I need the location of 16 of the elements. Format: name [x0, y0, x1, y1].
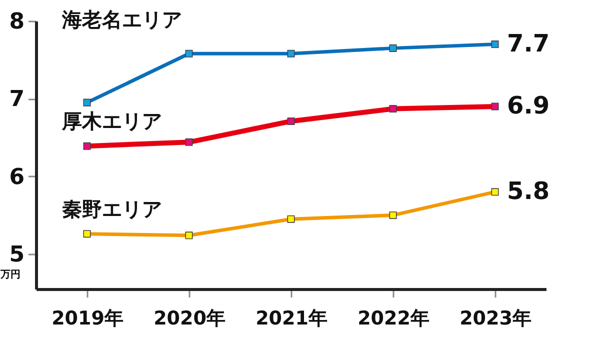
series-label: 海老名エリア [61, 7, 182, 32]
x-tick-label: 2020年 [154, 308, 226, 330]
x-tick-label: 2021年 [256, 308, 328, 330]
series-label: 秦野エリア [62, 196, 162, 221]
x-tick-label: 2019年 [52, 308, 124, 330]
y-tick-label: 6 [9, 164, 24, 190]
data-label: 7.7 [507, 29, 550, 58]
y-axis-title: 万円 [0, 270, 20, 280]
y-tick-label: 5 [9, 242, 24, 268]
x-tick-label: 2023年 [460, 308, 532, 330]
y-tick-label: 8 [9, 10, 24, 34]
data-label: 5.8 [507, 176, 550, 205]
data-label: 6.9 [507, 91, 550, 120]
series-label: 厚木エリア [61, 109, 162, 134]
y-tick-label: 7 [9, 87, 24, 112]
x-tick-label: 2022年 [358, 308, 430, 330]
